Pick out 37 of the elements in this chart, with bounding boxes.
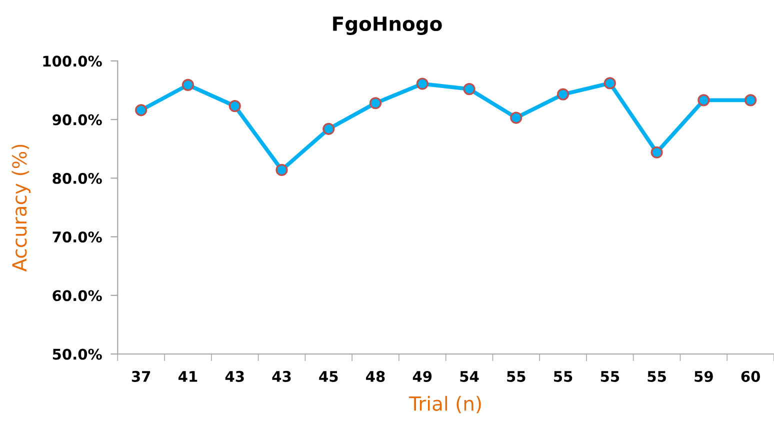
x-tick-label: 55 (648, 371, 666, 382)
chart-title: FgoHnogo (333, 16, 442, 35)
point (228, 100, 241, 112)
y-tick-label: 60.0% (52, 290, 102, 302)
point (416, 78, 428, 90)
x-tick-label: 59 (694, 370, 713, 382)
x-tick-label: 55 (600, 371, 620, 382)
x-tick-label: 45 (319, 371, 338, 382)
y-tick-label: 80.0% (52, 172, 102, 184)
point (650, 146, 663, 158)
x-tick-label: 37 (132, 370, 150, 382)
y-axis-title: Accuracy (%) (12, 144, 31, 272)
y-tick-label: 90.0% (52, 114, 102, 126)
x-tick-label: 49 (412, 370, 432, 382)
y-tick-label: 50.0% (52, 348, 102, 360)
x-tick-label: 55 (507, 371, 526, 382)
point (463, 83, 476, 96)
x-tick-label: 60 (741, 370, 760, 382)
point (135, 104, 148, 116)
point (698, 94, 710, 106)
x-tick-label: 43 (225, 370, 244, 382)
point (369, 97, 382, 110)
point (556, 88, 570, 100)
point (744, 94, 757, 106)
x-tick-label: 43 (272, 370, 291, 382)
point (510, 112, 522, 124)
x-tick-label: 54 (460, 371, 479, 382)
point (322, 122, 335, 135)
point (604, 77, 616, 90)
y-tick-label: 100.0% (43, 56, 102, 67)
x-tick-label: 48 (366, 370, 385, 382)
x-axis-title: Trial (n) (409, 396, 481, 414)
x-tick-label: 55 (554, 371, 572, 382)
x-tick-label: 41 (178, 371, 198, 382)
point (276, 164, 288, 176)
y-tick-label: 70.0% (52, 231, 102, 243)
point (182, 78, 194, 91)
